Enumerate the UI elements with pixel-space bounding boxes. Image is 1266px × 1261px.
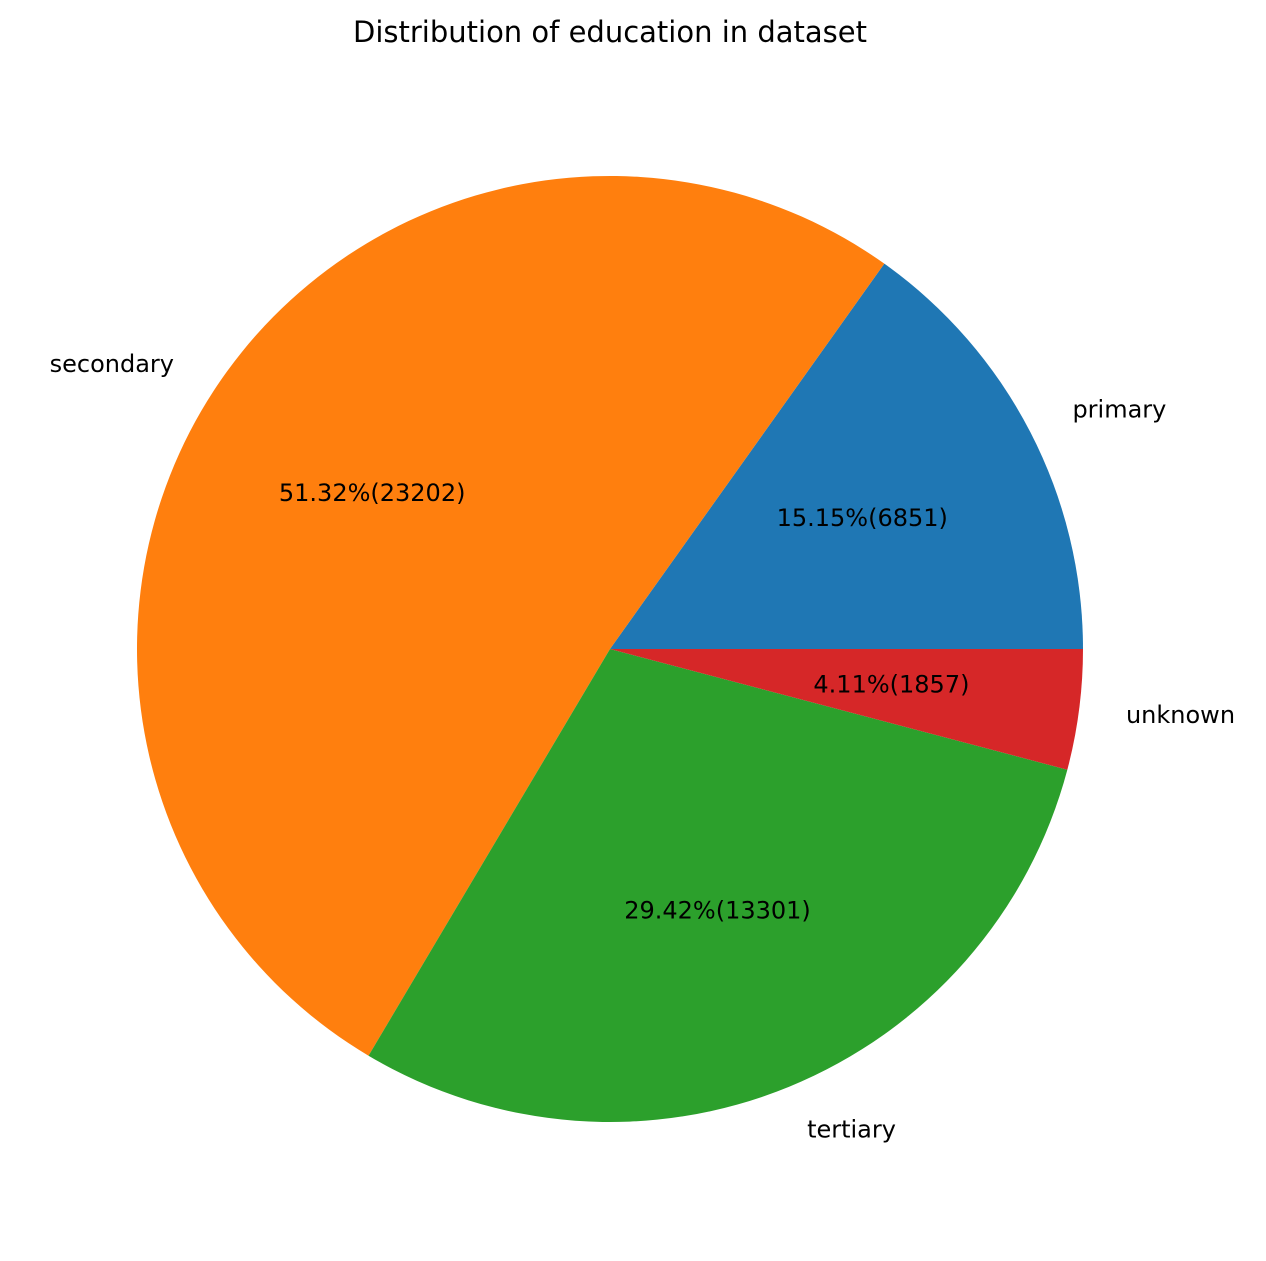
pct-label-unknown: 4.11%(1857): [813, 671, 969, 699]
pie-slice-secondary: [136, 175, 885, 1056]
slice-label-primary: primary: [1072, 396, 1166, 424]
pie-slice-tertiary: [368, 649, 1068, 1122]
chart-title: Distribution of education in dataset: [353, 15, 867, 49]
pie-slice-unknown: [610, 649, 1083, 770]
slice-label-tertiary: tertiary: [807, 1116, 896, 1144]
pie-slice-primary: [610, 263, 1083, 649]
pct-label-primary: 15.15%(6851): [777, 504, 948, 532]
slice-label-secondary: secondary: [50, 350, 174, 378]
pie-slices: [136, 175, 1083, 1122]
pct-label-secondary: 51.32%(23202): [279, 479, 466, 507]
slice-label-unknown: unknown: [1126, 701, 1235, 729]
slice-labels: primary 15.15%(6851) secondary 51.32%(23202…: [50, 350, 1235, 1143]
pct-label-tertiary: 29.42%(13301): [624, 897, 811, 925]
